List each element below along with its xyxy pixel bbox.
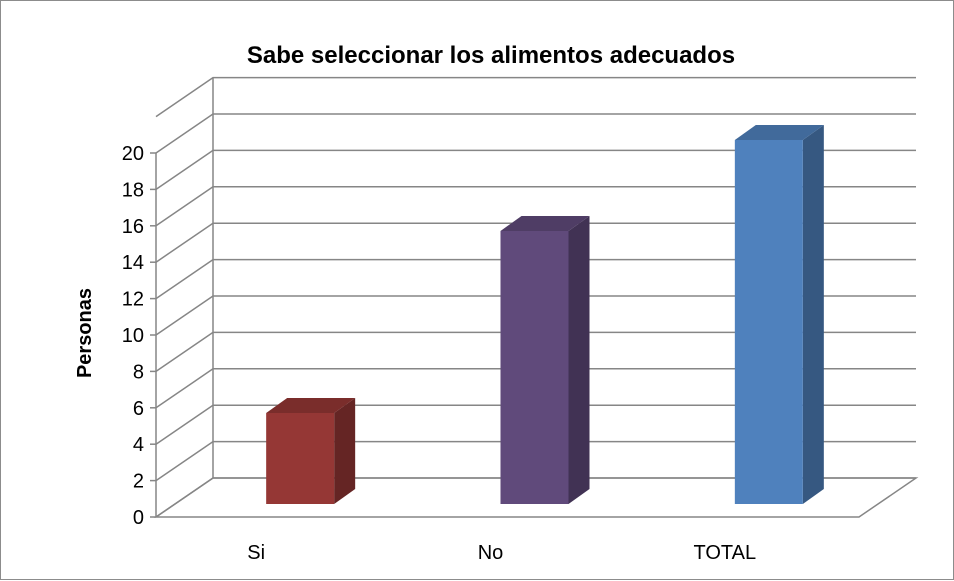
- gridline: [155, 222, 916, 263]
- category-labels: Si No TOTAL: [247, 542, 756, 564]
- bar-front: [266, 413, 335, 504]
- y-tick-label: 16: [122, 216, 144, 238]
- bar-si: [266, 398, 356, 504]
- gridline: [155, 404, 916, 445]
- gridline: [155, 186, 916, 227]
- y-tick-label: 12: [122, 289, 144, 311]
- y-axis-label: Personas: [74, 288, 96, 378]
- gridline: [155, 368, 916, 409]
- y-tick-labels: 0 2 4 6 8 10 12 14 16 18 20: [122, 143, 144, 529]
- gridline: [155, 331, 916, 373]
- y-tick-label: 4: [133, 434, 144, 456]
- y-tick-label: 0: [133, 507, 144, 529]
- bars: [266, 125, 824, 504]
- bar-top: [266, 398, 356, 413]
- category-label: TOTAL: [694, 542, 757, 564]
- y-tick-label: 10: [122, 325, 144, 347]
- gridlines: [155, 76, 916, 518]
- bar-side: [802, 125, 824, 504]
- y-tick-label: 8: [133, 361, 144, 383]
- bar-top: [500, 216, 590, 231]
- gridline: [155, 149, 916, 191]
- bar-total: [734, 125, 824, 504]
- bar-front: [734, 140, 803, 504]
- y-axis: [150, 152, 157, 518]
- gridline: [155, 477, 916, 518]
- bar-no: [500, 216, 590, 504]
- gridline: [155, 76, 916, 118]
- gridline: [155, 295, 916, 336]
- gridline: [155, 113, 916, 154]
- y-tick-label: 14: [122, 252, 144, 274]
- y-tick-label: 20: [122, 143, 144, 165]
- chart-title: Sabe seleccionar los alimentos adecuados: [247, 42, 735, 69]
- y-tick-label: 6: [133, 398, 144, 420]
- bar-top: [734, 125, 824, 140]
- bar-side: [568, 216, 590, 504]
- gridline: [155, 440, 916, 482]
- y-tick-label: 18: [122, 179, 144, 201]
- bar-front: [500, 231, 569, 504]
- bar-side: [334, 398, 356, 504]
- category-label: No: [478, 542, 504, 564]
- gridline: [155, 258, 916, 300]
- y-tick-label: 2: [133, 471, 144, 493]
- category-label: Si: [247, 542, 265, 564]
